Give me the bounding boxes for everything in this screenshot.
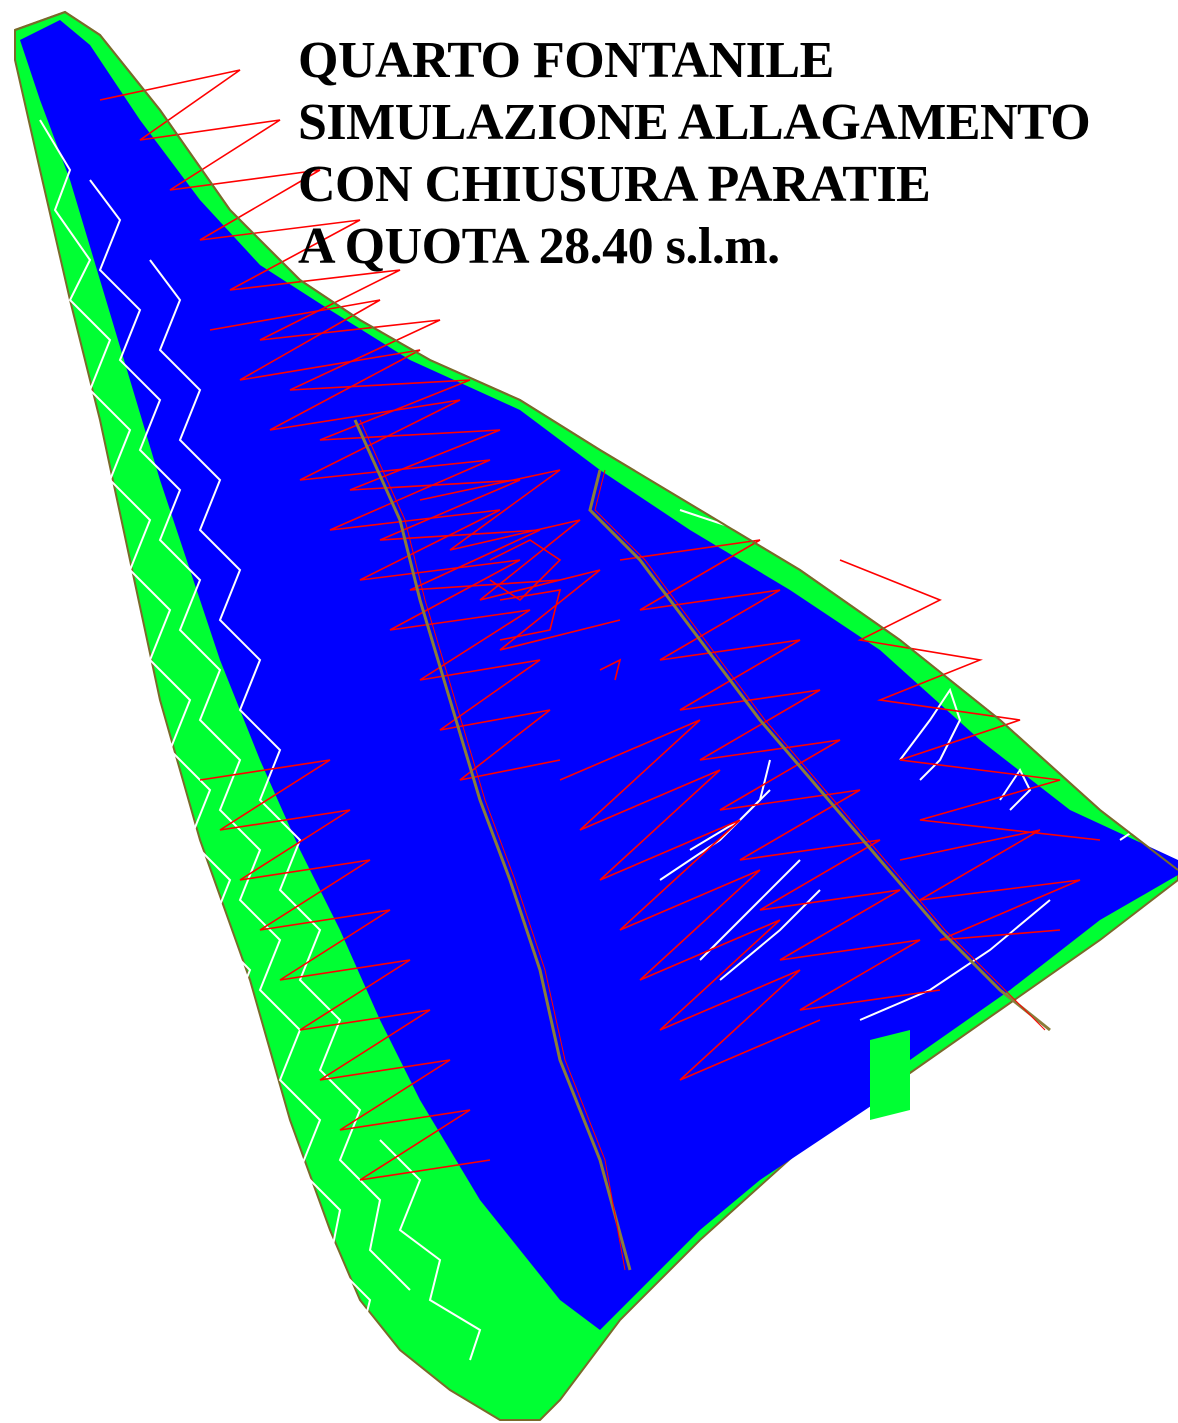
title-line-2: SIMULAZIONE ALLAGAMENTO [298,94,1091,151]
title-line-1: QUARTO FONTANILE [298,32,834,89]
map-title: QUARTO FONTANILE SIMULAZIONE ALLAGAMENTO… [298,30,1178,278]
dry-pocket [870,1030,910,1120]
white-contours [39,119,1171,1371]
red-contours [99,69,1101,1181]
embankment-red-overlay [359,419,1046,1271]
embankment-lines [353,419,1051,1271]
title-line-3: CON CHIUSURA PARATIE [298,156,931,213]
map-outline [14,10,1178,871]
title-line-4: A QUOTA 28.40 s.l.m. [298,218,780,275]
flooded-area [20,20,1178,1330]
